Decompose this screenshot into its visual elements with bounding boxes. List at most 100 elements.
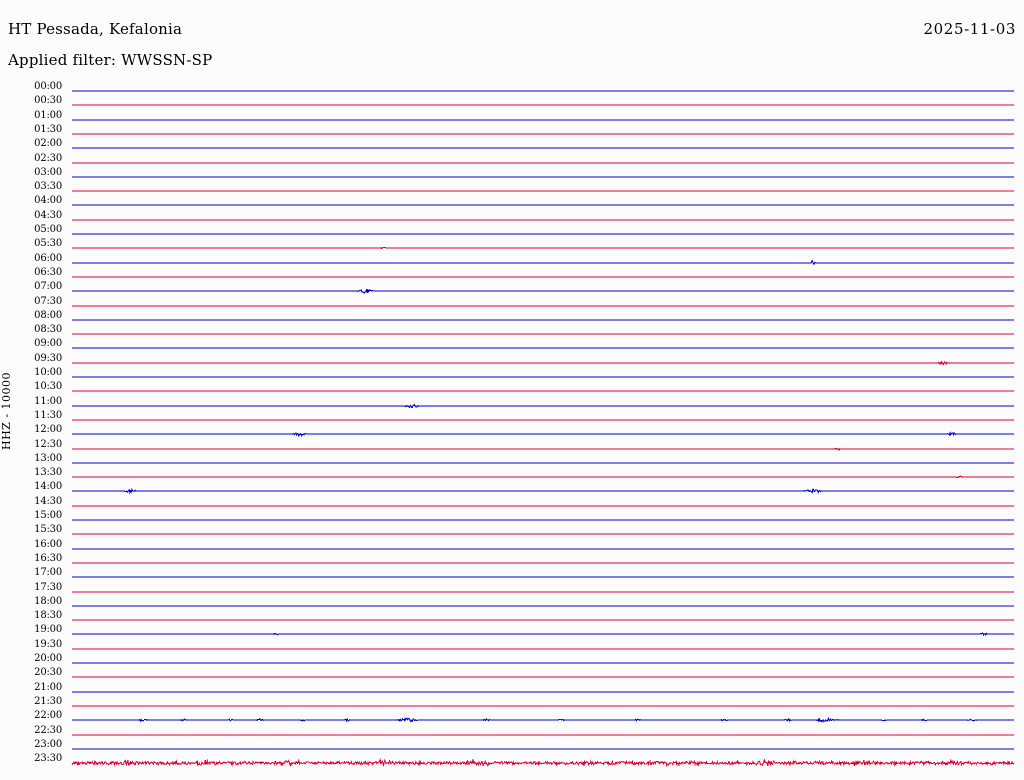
trace-row: 13:00	[0, 452, 1024, 470]
trace-waveform	[72, 241, 1014, 255]
trace-waveform	[72, 270, 1014, 284]
trace-time-label: 18:00	[34, 595, 62, 607]
trace-row: 01:30	[0, 123, 1024, 141]
trace-time-label: 17:30	[34, 581, 62, 593]
trace-time-label: 11:30	[34, 409, 62, 421]
trace-row: 09:30	[0, 352, 1024, 370]
trace-time-label: 07:30	[34, 295, 62, 307]
trace-row: 09:00	[0, 339, 1024, 355]
trace-waveform	[72, 84, 1014, 98]
trace-row: 21:00	[0, 682, 1024, 699]
trace-waveform	[72, 327, 1014, 341]
trace-waveform	[72, 370, 1014, 384]
trace-waveform	[72, 427, 1014, 441]
trace-row: 14:30	[0, 496, 1024, 513]
trace-row: 06:30	[0, 266, 1024, 284]
trace-row: 08:00	[0, 310, 1024, 327]
trace-waveform	[72, 256, 1014, 270]
trace-waveform	[72, 513, 1014, 527]
trace-time-label: 23:30	[34, 753, 62, 765]
trace-row: 04:30	[0, 210, 1024, 227]
trace-time-label: 11:00	[34, 395, 62, 407]
trace-waveform	[72, 484, 1014, 498]
trace-time-label: 04:00	[34, 195, 62, 207]
trace-time-label: 05:00	[34, 224, 62, 235]
trace-row: 10:00	[0, 367, 1024, 384]
trace-waveform	[72, 713, 1014, 727]
trace-waveform	[72, 599, 1014, 613]
trace-row: 03:00	[0, 167, 1024, 184]
trace-time-label: 09:30	[34, 352, 62, 364]
trace-time-label: 00:00	[34, 81, 62, 92]
trace-row: 07:30	[0, 295, 1024, 313]
trace-row: 04:00	[0, 195, 1024, 212]
trace-waveform	[71, 756, 1015, 770]
trace-time-label: 13:00	[34, 452, 62, 464]
trace-row: 18:00	[0, 595, 1024, 613]
trace-row: 02:00	[0, 138, 1024, 155]
trace-row: 23:30	[0, 753, 1024, 770]
trace-waveform	[72, 399, 1014, 413]
trace-waveform	[72, 156, 1014, 170]
trace-waveform	[72, 685, 1014, 699]
trace-waveform	[72, 742, 1014, 756]
trace-row: 17:00	[0, 568, 1024, 584]
header: HT Pessada, Kefalonia 2025-11-03 Applied…	[0, 0, 1024, 78]
trace-time-label: 20:00	[34, 653, 62, 664]
trace-waveform	[72, 556, 1014, 570]
trace-row: 16:30	[0, 553, 1024, 570]
trace-waveform	[72, 98, 1014, 112]
trace-time-label: 10:00	[34, 367, 62, 378]
trace-row: 18:30	[0, 611, 1024, 627]
trace-waveform	[72, 699, 1014, 713]
trace-time-label: 06:00	[34, 252, 62, 264]
trace-row: 13:30	[0, 467, 1024, 484]
trace-time-label: 15:00	[34, 510, 62, 521]
helicorder-plot: 00:00 00:30 01:00 01:30 02:00 02:30 03:00 03:30…	[0, 80, 1024, 780]
trace-waveform	[72, 227, 1014, 241]
trace-waveform	[72, 313, 1014, 327]
trace-waveform	[72, 170, 1014, 184]
trace-row: 05:30	[0, 239, 1024, 255]
trace-waveform	[72, 113, 1014, 127]
trace-waveform	[72, 656, 1014, 670]
trace-time-label: 20:30	[34, 667, 62, 679]
trace-time-label: 10:30	[34, 381, 62, 393]
trace-row: 02:30	[0, 153, 1024, 170]
trace-row: 11:30	[0, 409, 1024, 427]
trace-row: 19:00	[0, 625, 1024, 641]
trace-time-label: 08:30	[34, 324, 62, 336]
trace-time-label: 13:30	[34, 467, 62, 479]
trace-time-label: 01:30	[34, 123, 62, 135]
trace-time-label: 23:00	[34, 738, 62, 750]
trace-time-label: 22:00	[34, 710, 62, 722]
trace-waveform	[72, 456, 1014, 470]
trace-waveform	[72, 213, 1014, 227]
trace-waveform	[72, 356, 1014, 370]
page-title: HT Pessada, Kefalonia	[8, 20, 183, 38]
trace-row: 08:30	[0, 324, 1024, 341]
trace-waveform	[72, 570, 1014, 584]
trace-time-label: 22:30	[34, 724, 62, 736]
trace-time-label: 06:30	[34, 266, 62, 278]
trace-row: 22:30	[0, 724, 1024, 742]
trace-time-label: 14:00	[34, 481, 62, 493]
trace-waveform	[72, 341, 1014, 355]
trace-row: 12:30	[0, 439, 1024, 456]
trace-row: 03:30	[0, 181, 1024, 198]
trace-waveform	[72, 184, 1014, 198]
trace-time-label: 12:00	[34, 424, 62, 436]
trace-row: 23:00	[0, 738, 1024, 756]
trace-row: 12:00	[0, 424, 1024, 441]
trace-time-label: 03:30	[34, 181, 62, 193]
trace-row: 15:00	[0, 510, 1024, 527]
trace-time-label: 02:00	[34, 138, 62, 150]
trace-time-label: 07:00	[34, 281, 62, 293]
trace-waveform	[72, 585, 1014, 599]
trace-row: 20:00	[0, 653, 1024, 670]
trace-waveform	[72, 642, 1014, 656]
trace-row: 07:00	[0, 281, 1024, 298]
trace-row: 22:00	[0, 710, 1024, 727]
trace-row: 10:30	[0, 381, 1024, 398]
trace-row: 00:00	[0, 81, 1024, 98]
